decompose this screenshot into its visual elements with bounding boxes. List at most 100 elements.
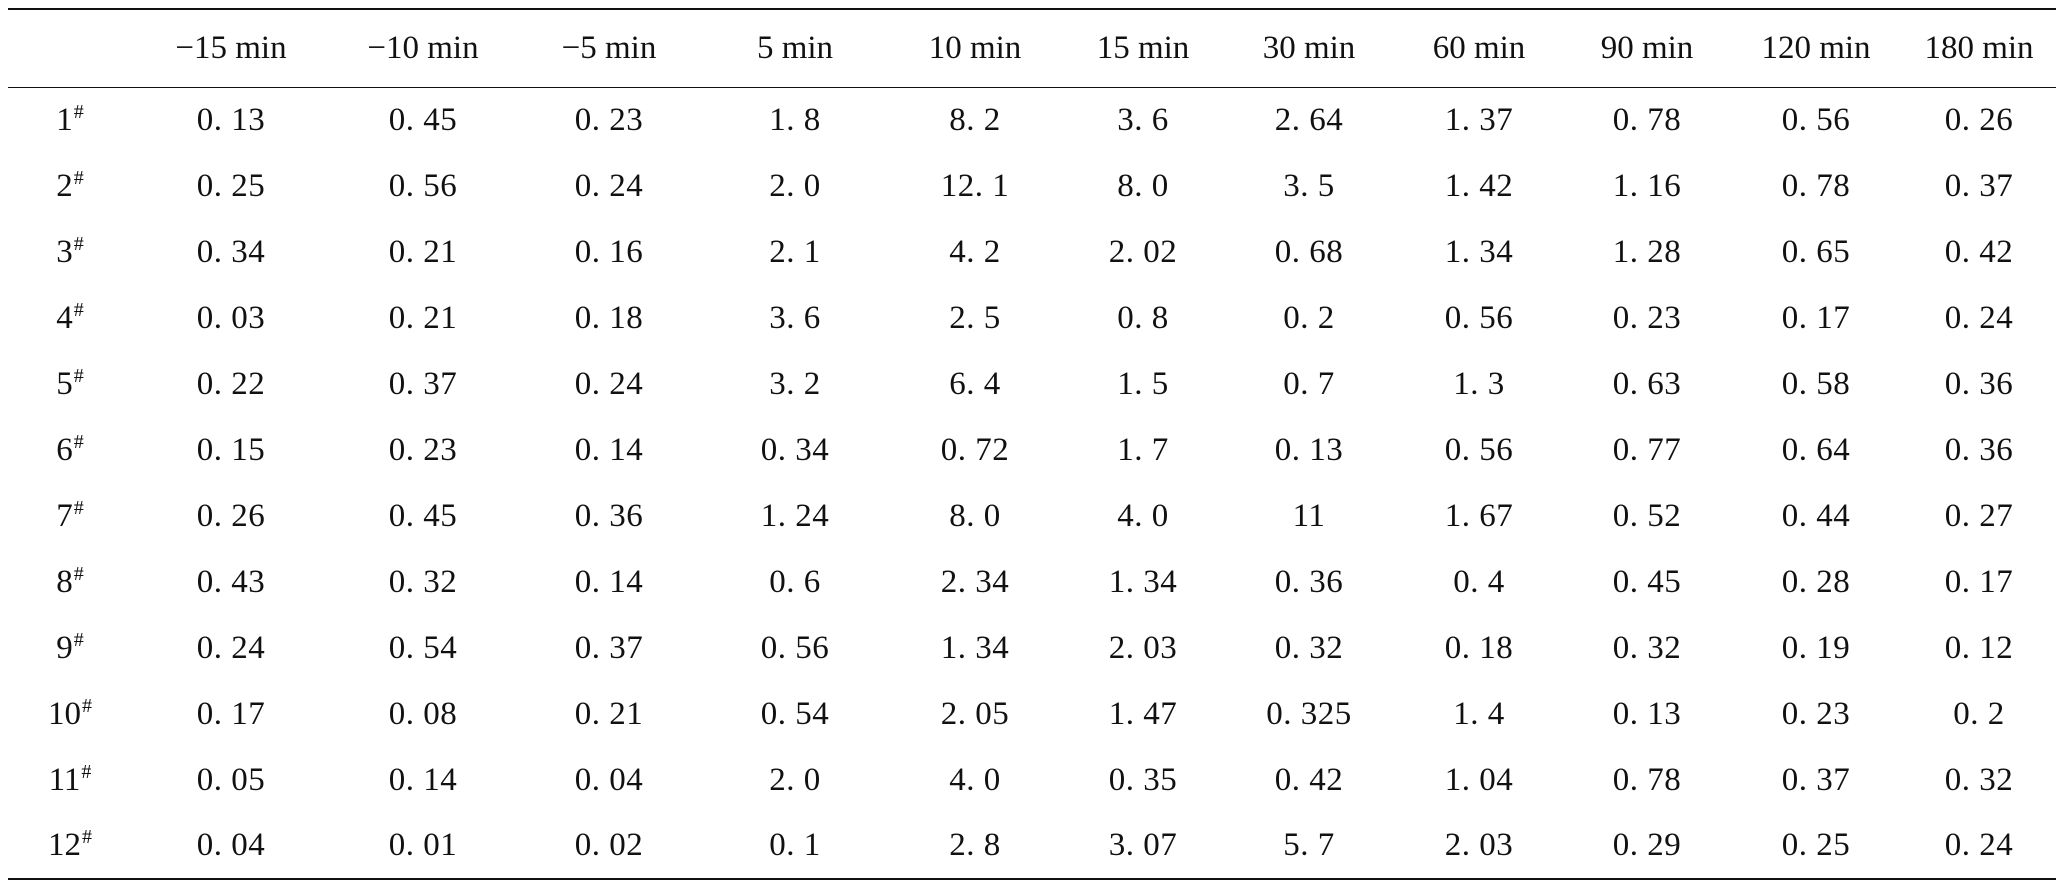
table-cell: 0. 6 — [769, 563, 821, 600]
row-label-mark: # — [73, 298, 84, 321]
table-cell: 6. 4 — [949, 365, 1001, 402]
table-row: 5# 0. 22 0. 37 0. 24 3. 2 6. 4 1. 5 0. 7 1. 3 0. … — [8, 351, 2056, 417]
table-cell: 0. 68 — [1274, 233, 1344, 270]
table-cell: 1. 4 — [1453, 695, 1505, 732]
table-cell: 0. 63 — [1612, 365, 1682, 402]
table-cell: 0. 34 — [760, 431, 830, 468]
table-cell: 5. 7 — [1224, 813, 1394, 880]
table-cell: 2. 64 — [1274, 101, 1344, 138]
table-cell: 0. 36 — [574, 497, 644, 534]
table-cell: 0. 17 — [1944, 563, 2014, 600]
header-cell-time: 60 min — [1394, 8, 1564, 88]
table-cell: 0. 78 — [1781, 167, 1851, 204]
table-cell: 0. 32 — [388, 563, 458, 600]
table-cell: 0. 7 — [1283, 365, 1335, 402]
header-cell-time: 120 min — [1730, 8, 1902, 88]
table-cell: 0. 14 — [574, 431, 644, 468]
table-cell: 0. 24 — [1944, 299, 2014, 336]
table-row: 8# 0. 43 0. 32 0. 14 0. 6 2. 34 1. 34 0. 36 0. 4… — [8, 549, 2056, 615]
row-label: 2 — [56, 167, 73, 204]
table-cell: 1. 37 — [1444, 101, 1514, 138]
table-cell: 8. 0 — [1117, 167, 1169, 204]
table-cell: 0. 23 — [1781, 695, 1851, 732]
table-cell: 1. 34 — [940, 629, 1010, 666]
row-label-cell: 5# — [8, 351, 132, 417]
table-body: 1# 0. 13 0. 45 0. 23 1. 8 8. 2 3. 6 2. 64 1. 37 0… — [8, 87, 2056, 880]
table-cell: 0. 15 — [196, 431, 266, 468]
table-cell: 2. 8 — [888, 813, 1062, 880]
header-cell-row-label — [8, 8, 132, 88]
table-row: 7# 0. 26 0. 45 0. 36 1. 24 8. 0 4. 0 11 1. 67 0. … — [8, 483, 2056, 549]
row-label-cell: 7# — [8, 483, 132, 549]
header-row: −15 min −10 min −5 min 5 min 10 min 15 min 30 … — [8, 8, 2056, 88]
row-label: 12 — [48, 827, 81, 863]
table-cell: 0. 35 — [1108, 761, 1178, 798]
table-cell: 1. 34 — [1108, 563, 1178, 600]
header-cell-time: −10 min — [330, 8, 516, 88]
table-cell: 0. 56 — [1781, 101, 1851, 138]
table-cell: 0. 13 — [1612, 695, 1682, 732]
table-cell: 3. 6 — [1117, 101, 1169, 138]
row-label: 9 — [56, 629, 73, 666]
row-label: 4 — [56, 299, 73, 336]
table-cell: 0. 21 — [574, 695, 644, 732]
row-label-cell: 1# — [8, 87, 132, 153]
table-cell: 0. 72 — [940, 431, 1010, 468]
table-cell: 0. 32 — [1944, 761, 2014, 798]
row-label-cell: 8# — [8, 549, 132, 615]
table-cell: 0. 2 — [1953, 695, 2005, 732]
table-cell: 0. 37 — [574, 629, 644, 666]
row-label: 10 — [48, 695, 81, 732]
table-cell: 3. 2 — [769, 365, 821, 402]
header-cell-time: 30 min — [1224, 8, 1394, 88]
table-header: −15 min −10 min −5 min 5 min 10 min 15 min 30 … — [8, 8, 2056, 88]
row-label-cell: 11# — [8, 747, 132, 813]
table-cell: 8. 2 — [949, 101, 1001, 138]
table-cell: 0. 56 — [760, 629, 830, 666]
table-cell: 0. 54 — [760, 695, 830, 732]
table-cell: 0. 25 — [196, 167, 266, 204]
table-cell: 0. 34 — [196, 233, 266, 270]
row-label-cell: 12# — [8, 813, 132, 880]
table-row: 3# 0. 34 0. 21 0. 16 2. 1 4. 2 2. 02 0. 68 1. 34… — [8, 219, 2056, 285]
table-cell: 0. 1 — [702, 813, 888, 880]
table-cell: 3. 07 — [1062, 813, 1224, 880]
table-cell: 3. 6 — [769, 299, 821, 336]
table-cell: 0. 54 — [388, 629, 458, 666]
table-cell: 0. 18 — [574, 299, 644, 336]
table-cell: 2. 02 — [1108, 233, 1178, 270]
table-cell: 0. 56 — [1444, 299, 1514, 336]
table-cell: 0. 18 — [1444, 629, 1514, 666]
table-cell: 0. 24 — [574, 365, 644, 402]
table-row: 11# 0. 05 0. 14 0. 04 2. 0 4. 0 0. 35 0. 42 1. 0… — [8, 747, 2056, 813]
table-cell: 1. 47 — [1108, 695, 1178, 732]
row-label-mark: # — [82, 694, 92, 717]
table-cell: 4. 2 — [949, 233, 1001, 270]
table-cell: 0. 36 — [1274, 563, 1344, 600]
header-cell-time: −15 min — [132, 8, 330, 88]
table-cell: 0. 03 — [196, 299, 266, 336]
table-cell: 0. 52 — [1612, 497, 1682, 534]
table-cell: 0. 77 — [1612, 431, 1682, 468]
table-cell: 0. 37 — [1781, 761, 1851, 798]
table-row: 2# 0. 25 0. 56 0. 24 2. 0 12. 1 8. 0 3. 5 1. 42 1… — [8, 153, 2056, 219]
table-cell: 0. 05 — [196, 761, 266, 798]
row-label-mark: # — [73, 430, 84, 453]
table-cell: 8. 0 — [949, 497, 1001, 534]
table-cell: 0. 17 — [1781, 299, 1851, 336]
table-cell: 0. 37 — [1944, 167, 2014, 204]
row-label-mark: # — [81, 760, 92, 783]
table-cell: 0. 32 — [1274, 629, 1344, 666]
table-cell: 0. 43 — [196, 563, 266, 600]
table-cell: 0. 26 — [196, 497, 266, 534]
table-cell: 1. 34 — [1444, 233, 1514, 270]
table-cell: 0. 08 — [388, 695, 458, 732]
table-cell: 1. 5 — [1117, 365, 1169, 402]
table-cell: 0. 56 — [1444, 431, 1514, 468]
row-label-mark: # — [73, 166, 84, 189]
row-label-mark: # — [82, 826, 92, 848]
row-label: 6 — [56, 431, 73, 468]
table-cell: 1. 16 — [1612, 167, 1682, 204]
table-cell: 1. 3 — [1453, 365, 1505, 402]
table-cell: 0. 23 — [574, 101, 644, 138]
